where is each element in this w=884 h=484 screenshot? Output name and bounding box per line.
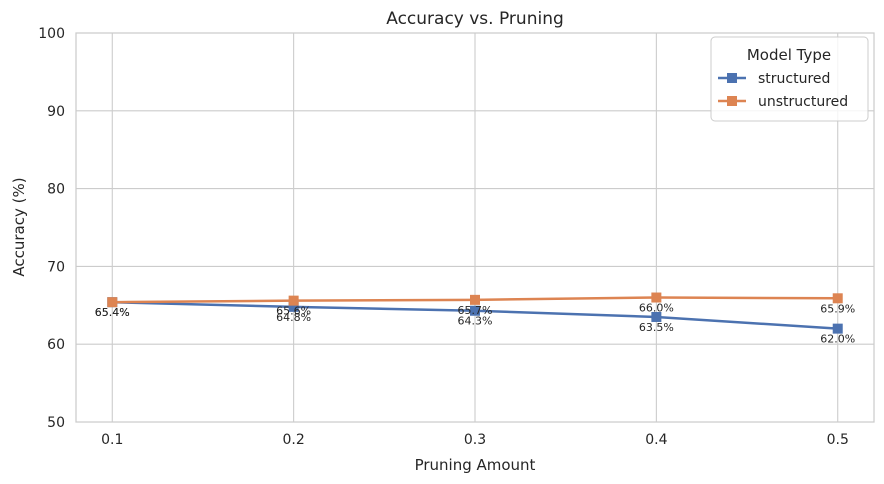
y-tick-label: 80 bbox=[47, 182, 65, 198]
x-tick-label: 0.2 bbox=[283, 432, 305, 448]
data-point-structured bbox=[470, 305, 480, 316]
y-tick-label: 60 bbox=[47, 337, 65, 353]
data-label-unstructured: 66.0% bbox=[639, 302, 674, 315]
y-axis-title: Accuracy (%) bbox=[10, 177, 28, 276]
legend-marker-unstructured bbox=[727, 96, 737, 106]
x-tick-label: 0.4 bbox=[645, 432, 667, 448]
data-point-structured bbox=[288, 301, 299, 312]
y-tick-label: 100 bbox=[38, 26, 65, 42]
x-axis-ticks: 0.1 0.2 0.3 0.4 0.5 bbox=[101, 432, 849, 448]
data-labels-layer: 65.4% 64.8% 64.3% 63.5%62.0%65.4% 65.6% 65.7%… bbox=[95, 302, 855, 346]
data-label-structured: 62.0% bbox=[820, 333, 855, 346]
data-point-structured bbox=[651, 311, 662, 322]
data-point-unstructured bbox=[651, 292, 662, 303]
data-label-structured: 63.5% bbox=[639, 321, 674, 334]
legend-label-structured: structured bbox=[758, 71, 830, 87]
plot-frame bbox=[75, 32, 875, 423]
series-layer bbox=[107, 292, 843, 334]
data-label-unstructured: 65.7% bbox=[458, 304, 493, 317]
x-tick-label: 0.5 bbox=[827, 432, 849, 448]
legend: Model Type structured unstructured bbox=[710, 36, 869, 122]
y-axis-ticks: 50 60 70 80 90 100 bbox=[38, 26, 65, 431]
data-label-structured: 65.4% bbox=[95, 306, 130, 319]
data-point-structured bbox=[832, 323, 843, 334]
data-label-structured: 64.3% bbox=[458, 315, 493, 328]
y-tick-label: 50 bbox=[47, 415, 65, 431]
legend-title: Model Type bbox=[747, 46, 831, 64]
chart-title: Accuracy vs. Pruning bbox=[386, 9, 564, 29]
x-tick-label: 0.1 bbox=[101, 432, 123, 448]
data-point-unstructured bbox=[470, 294, 480, 305]
data-label-unstructured: 65.9% bbox=[820, 302, 855, 315]
data-label-structured: 64.8% bbox=[276, 311, 311, 324]
legend-marker-structured bbox=[727, 73, 737, 83]
data-point-unstructured bbox=[832, 293, 843, 304]
x-axis-title: Pruning Amount bbox=[415, 456, 536, 474]
data-label-unstructured: 65.4% bbox=[95, 306, 130, 319]
data-point-unstructured bbox=[107, 297, 118, 308]
legend-box bbox=[710, 36, 869, 122]
legend-label-unstructured: unstructured bbox=[758, 94, 848, 110]
y-tick-label: 70 bbox=[47, 259, 65, 275]
grid-lines bbox=[76, 32, 874, 423]
y-tick-label: 90 bbox=[47, 104, 65, 120]
data-label-unstructured: 65.6% bbox=[276, 305, 311, 318]
x-tick-label: 0.3 bbox=[464, 432, 486, 448]
data-point-unstructured bbox=[288, 295, 299, 306]
